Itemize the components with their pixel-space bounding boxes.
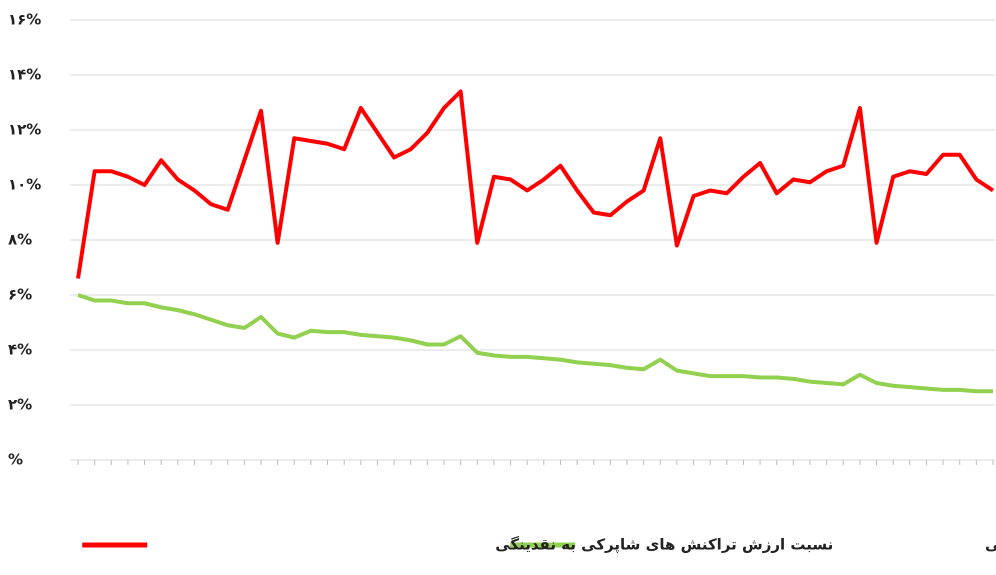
y-tick-label: ۱۶% — [8, 11, 41, 29]
y-tick-label: ۴% — [8, 341, 32, 359]
y-tick-label: % — [8, 451, 23, 469]
series-line — [77, 293, 993, 394]
y-tick-label: ۶% — [8, 286, 32, 304]
y-tick-label: ۸% — [8, 231, 32, 249]
y-tick-label: ۱۰% — [8, 176, 41, 194]
legend-label: نسبت ارزش تراکنش های شاپرکی به نقدینگی — [495, 536, 833, 555]
y-tick-label: ۲% — [8, 396, 32, 414]
legend-label: نسبت اسکناس و مسکوک در دست اشخاص به نقدی… — [985, 536, 996, 554]
y-tick-label: ۱۲% — [8, 121, 41, 139]
series-line — [76, 89, 995, 279]
y-tick-label: ۱۴% — [8, 66, 41, 84]
